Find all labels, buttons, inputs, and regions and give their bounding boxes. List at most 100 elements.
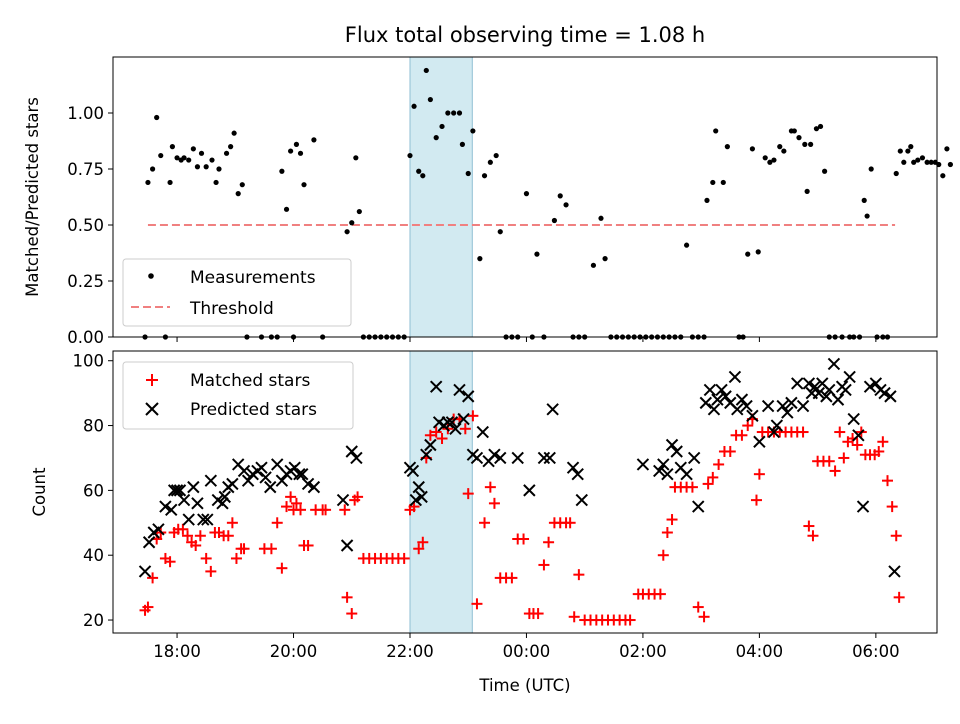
x-tick-label: 22:00: [386, 642, 434, 661]
measurement-point: [411, 103, 417, 109]
matched-star-point: [890, 530, 902, 542]
matched-star-point: [346, 608, 358, 620]
measurement-point: [181, 155, 187, 161]
matched-star-point: [164, 556, 176, 568]
predicted-star-point: [350, 451, 363, 465]
measurement-point: [279, 168, 285, 174]
predicted-star-point: [453, 383, 466, 397]
matched-star-point: [302, 539, 314, 551]
predicted-star-point: [293, 467, 306, 481]
matched-star-point: [707, 471, 719, 483]
observing-span-highlight: [409, 350, 473, 634]
predicted-star-point: [226, 477, 239, 491]
predicted-star-point: [271, 458, 284, 471]
matched-star-point: [424, 429, 436, 441]
legend-measurement-marker: [148, 273, 154, 279]
matched-star-point: [661, 527, 673, 539]
measurement-point: [911, 159, 917, 165]
matched-star-point: [484, 481, 496, 493]
predicted-star-point: [692, 500, 705, 513]
measurement-point: [817, 123, 824, 130]
measurement-point: [167, 179, 173, 186]
measurement-point: [796, 135, 802, 141]
predicted-star-point: [719, 390, 732, 403]
count-panel-ticks: 20 40 60 80 100 18:00 20:00 22:00 00:00 02:00 04:0…: [73, 352, 900, 661]
measurement-point: [293, 141, 300, 147]
measurement-point: [767, 159, 773, 165]
matched-star-point: [398, 552, 410, 564]
predicted-star-point: [699, 396, 713, 410]
predicted-star-point: [296, 467, 309, 481]
x-tick-label: 02:00: [619, 642, 667, 661]
x-tick-label: 18:00: [153, 642, 201, 661]
predicted-star-point: [406, 464, 420, 478]
predicted-star-point: [255, 461, 268, 474]
predicted-star-point: [884, 390, 897, 403]
matched-star-point: [462, 488, 474, 500]
measurement-point: [420, 173, 426, 179]
measurement-point: [487, 159, 493, 165]
y-tick-label: 40: [83, 546, 104, 565]
measurement-point: [710, 179, 716, 186]
measurement-point: [169, 144, 175, 150]
matched-star-point: [624, 614, 636, 626]
y-tick-label: 0.50: [67, 216, 104, 235]
measurement-point: [459, 141, 465, 147]
predicted-star-point: [847, 412, 860, 426]
predicted-star-point: [165, 503, 178, 517]
matched-star-point: [750, 494, 762, 506]
matched-star-point: [538, 559, 550, 571]
predicted-star-point: [476, 425, 489, 439]
predicted-star-point: [216, 497, 229, 510]
matched-star-point: [829, 465, 841, 477]
predicted-star-point: [735, 393, 749, 406]
measurement-point: [919, 155, 926, 161]
measurement-point: [344, 229, 350, 235]
matched-star-point: [276, 562, 288, 574]
predicted-star-point: [429, 380, 443, 393]
measurement-point: [893, 170, 899, 177]
predicted-star-point: [863, 380, 877, 393]
matched-star-point: [851, 439, 863, 451]
y-tick-label: 1.00: [67, 104, 104, 123]
predicted-star-point: [636, 458, 650, 471]
predicted-star-point: [345, 445, 358, 458]
measurement-point: [915, 157, 921, 163]
matched-star-point: [877, 436, 889, 448]
matched-star-point: [222, 530, 234, 542]
predicted-star-point: [546, 403, 559, 416]
matched-star-point: [471, 598, 483, 610]
predicted-star-point: [462, 390, 475, 403]
matched-star-point: [459, 423, 471, 435]
predicted-star-point: [753, 435, 766, 448]
predicted-star-point: [878, 386, 891, 400]
predicted-star-point: [201, 513, 214, 526]
y-tick-label: 60: [83, 481, 104, 500]
matched-star-point: [194, 530, 206, 542]
predicted-star-point: [424, 438, 437, 452]
predicted-star-point: [420, 448, 433, 461]
predicted-star-point: [575, 493, 588, 507]
predicted-star-point: [415, 490, 428, 504]
matched-star-point: [532, 608, 544, 620]
matched-star-point: [285, 491, 297, 503]
measurement-point: [804, 188, 810, 194]
matched-star-point: [506, 572, 518, 584]
predicted-star-point: [856, 500, 870, 513]
predicted-star-point: [808, 380, 821, 393]
measurement-point: [683, 242, 690, 248]
measurement-point: [745, 251, 751, 257]
measurement-point: [427, 96, 433, 103]
matched-star-point: [823, 455, 835, 467]
measurement-point: [908, 144, 914, 150]
predicted-star-point: [494, 451, 507, 465]
measurement-point: [497, 229, 503, 235]
measurement-point: [154, 114, 160, 121]
predicted-star-point: [470, 451, 484, 465]
y-tick-label: 20: [83, 611, 104, 630]
matched-star-point: [797, 426, 809, 438]
matched-star-point: [352, 491, 364, 503]
predicted-star-point: [746, 409, 759, 423]
predicted-star-point: [301, 477, 315, 491]
